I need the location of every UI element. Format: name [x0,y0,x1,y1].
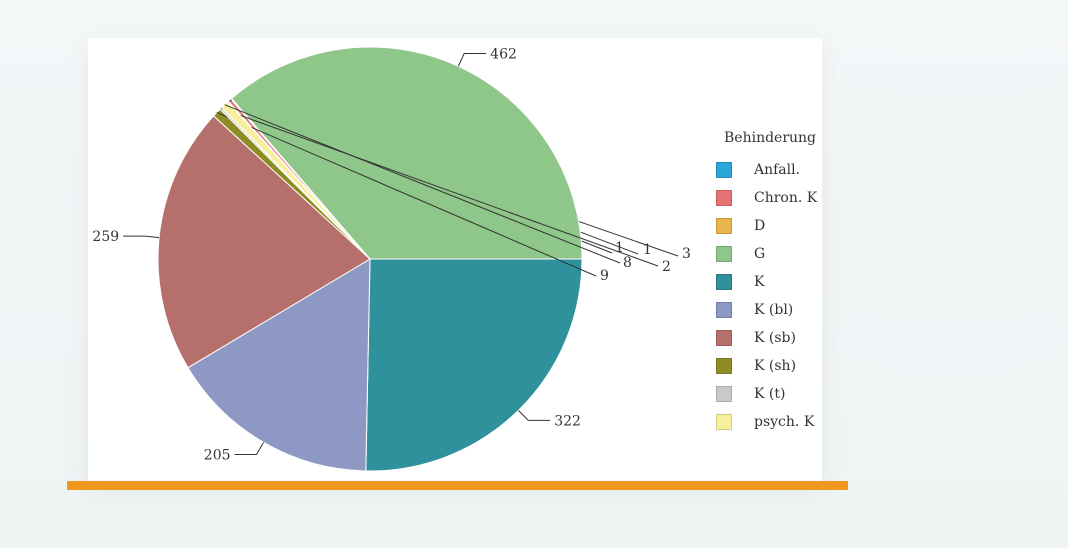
legend-label: K (sb) [754,330,796,346]
leader-line [123,235,160,239]
legend-item-k-sh: K (sh) [716,352,822,380]
leader-line [224,104,621,264]
accent-bar [67,481,848,490]
legend-label: Chron. K [754,190,818,206]
legend-swatch [716,274,732,290]
legend-label: Anfall. [754,162,801,178]
legend-title: Behinderung [724,130,817,146]
legend-swatch [716,386,732,402]
legend: Behinderung Anfall. Chron. K D G K K (bl… [716,130,822,436]
legend-item-k: K [716,268,822,296]
legend-label: G [754,246,766,262]
data-label: 1 [615,240,624,256]
data-label: 1 [643,242,652,258]
legend-item-k-sb: K (sb) [716,324,822,352]
pie-slice-k-sb [157,115,371,369]
chart-card: 1 3 1 462 322 205 259 9 2 8 Behinderung Anfall. C… [88,38,822,484]
legend-swatch [716,302,732,318]
data-label: 462 [490,47,517,63]
data-label: 2 [662,259,671,275]
legend-item-k-bl: K (bl) [716,296,822,324]
data-label: 8 [623,255,632,271]
legend-swatch [716,190,732,206]
data-label: 322 [554,413,581,429]
leader-line [457,53,487,67]
legend-swatch [716,330,732,346]
legend-swatch [716,358,732,374]
legend-item-d: D [716,212,822,240]
legend-label: D [754,218,766,234]
legend-label: K (sh) [754,358,797,374]
pie-slice-k [365,258,583,472]
legend-item-psych-k: psych. K [716,408,822,436]
leader-line [234,442,264,455]
pie-chart: 1 3 1 462 322 205 259 9 2 8 [92,46,691,472]
legend-label: K [754,274,765,290]
legend-swatch [716,218,732,234]
data-label: 205 [204,447,231,463]
data-label: 3 [682,246,691,262]
pie-slice-g [230,46,583,260]
legend-item-k-t: K (t) [716,380,822,408]
legend-item-anfall: Anfall. [716,156,822,184]
data-label: 9 [600,268,609,284]
legend-item-chron-k: Chron. K [716,184,822,212]
legend-item-g: G [716,240,822,268]
legend-swatch [716,162,732,178]
legend-label: K (bl) [754,302,794,318]
legend-label: psych. K [754,414,815,430]
legend-swatch [716,246,732,262]
leader-line [518,410,551,421]
legend-swatch [716,414,732,430]
legend-label: K (t) [754,386,786,402]
data-label: 259 [92,229,119,245]
leader-line [220,107,659,267]
leader-line [216,112,597,277]
